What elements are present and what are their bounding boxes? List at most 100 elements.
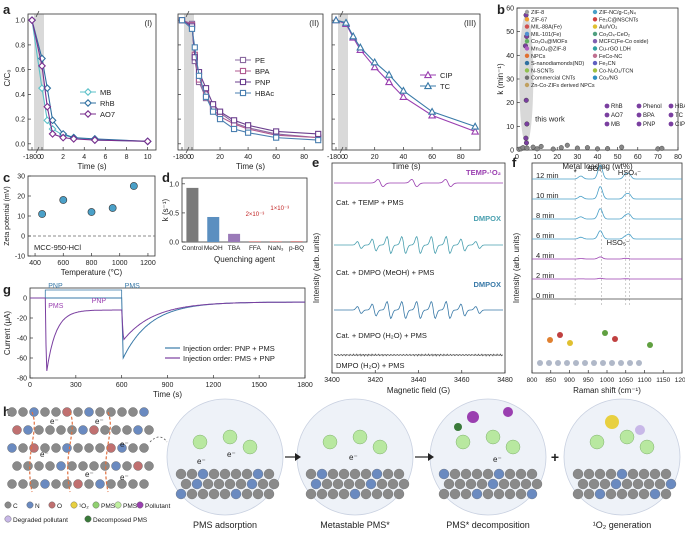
panel-e-label-dmpox-1: DMPOX (473, 214, 501, 223)
panel-e-label-cat-h2o: Cat. + DMPO (H₂O) + PMS (336, 331, 427, 340)
panel-a-data-point (244, 122, 252, 129)
panel-f-inset-atom (573, 360, 579, 366)
panel-h-surface-atom (594, 488, 606, 500)
panel-f: f 80085090095010001050110011501200Raman … (510, 155, 685, 400)
panel-d-chart: 0.0 0.5 1.0 Control MeOH TBA FFA NaN₃ p-BQ 2×10⁻³… (161, 177, 308, 264)
panel-g-label-pms-side: PMS (48, 303, 64, 310)
panel-h-atom (144, 425, 154, 435)
panel-a-xtick-label: 60 (272, 154, 280, 161)
panel-g-xtick-label: 1200 (206, 382, 222, 389)
panel-a-frame (331, 13, 481, 151)
panel-b-legend-label: Zn-Co-ZIFs derived NPCs (531, 83, 595, 89)
panel-h-surface-atom (654, 478, 666, 490)
panel-e-xtick-label: 3480 (497, 377, 513, 384)
panel-e-spectrum-blank (333, 353, 504, 357)
panel-h-electron-label: e⁻ (197, 457, 206, 466)
panel-b-legend-marker (604, 121, 610, 127)
panel-h-atom (12, 461, 22, 471)
panel-h-surface-atom (197, 488, 209, 500)
panel-h-surface-atom (241, 468, 253, 480)
panel-a-frame (27, 13, 157, 151)
panel-h-surface-atom (454, 478, 466, 490)
panel-b-data-point (619, 144, 625, 150)
panel-b-legend-label: Co₃O₄@MOFs (531, 39, 568, 45)
panel-b-xlabel: Metal loading (wt%) (562, 162, 633, 171)
panel-a-legend-label: AO7 (100, 110, 115, 119)
panel-c-ytick-label: -10 (15, 254, 25, 261)
panel-a-legend-marker (84, 88, 92, 96)
panel-a-data-point (48, 129, 57, 138)
panel-g-xtick-label: 0 (28, 382, 32, 389)
panel-a-xlabel: Time (s) (77, 162, 106, 171)
panel-a-frame (177, 13, 324, 151)
panel-h-surface-atom (305, 468, 317, 480)
panel-h-atom (122, 425, 132, 435)
panel-h-surface-atom (649, 488, 661, 500)
panel-h-atom (106, 479, 116, 489)
panel-h-surface-atom (175, 488, 187, 500)
panel-a-data-point (470, 127, 480, 135)
panel-h-electron-label: e⁻ (50, 417, 59, 426)
panel-b-legend-marker (524, 9, 530, 15)
panel-h-atom (40, 407, 50, 417)
panel-d-ytick-label: 0.5 (169, 210, 179, 217)
panel-h-surface-atom (627, 488, 639, 500)
panel-a-xtick-label: 20 (371, 154, 379, 161)
panel-h-atom (117, 407, 127, 417)
panel-a-legend-marker (423, 81, 433, 90)
panel-h-surface-atom (349, 488, 361, 500)
panel-b-xtick-label: 40 (594, 154, 602, 161)
panel-h-electron-path (29, 411, 35, 493)
panel-h-atom (51, 407, 61, 417)
panel-a-legend-marker (239, 78, 247, 86)
panel-b-ytick-label: 20 (506, 100, 514, 107)
panel-h-atom (133, 425, 143, 435)
panel-f-inset-atom (627, 360, 633, 366)
panel-h-surface-atom (599, 478, 611, 490)
panel-h-surface-atom (577, 478, 589, 490)
panel-h-surface-atom (627, 468, 639, 480)
panel-h-surface-atom (498, 478, 510, 490)
panel-h-surface-atom (471, 488, 483, 500)
panel-f-peak-label-hso4: HSO₄⁻ (618, 168, 641, 177)
panel-h-surface-atom (186, 488, 198, 500)
panel-a-xtick-label: 0 (344, 154, 348, 161)
panel-b-legend-marker (524, 24, 530, 29)
panel-c-ytick-label: 0 (21, 234, 25, 241)
panel-d-ytick-label: 0.0 (169, 240, 179, 247)
panel-f-inset-atom (582, 360, 588, 366)
panel-a-data-point (43, 102, 52, 111)
panel-b-legend-marker (592, 46, 598, 51)
panel-b-ytick-label: 50 (506, 29, 514, 36)
panel-h-surface-atom (230, 468, 242, 480)
panel-h-legend-label: Decomposed PMS (93, 517, 148, 524)
panel-a-legend-label: HBAc (255, 89, 274, 98)
panel-a-data-point (384, 70, 394, 78)
panel-b-legend-label: Mn₃O₄@ZIF-8 (531, 47, 566, 53)
panel-b-data-point (523, 140, 529, 146)
panel-d-annotation: 2×10⁻³ (246, 212, 265, 218)
panel-b-data-point (564, 142, 570, 148)
panel-h-surface-atom (482, 468, 494, 480)
panel-a-shade (34, 14, 44, 150)
panel-b-data-point (523, 135, 529, 141)
panel-b-legend-label: ZIF-8 (531, 10, 544, 16)
panel-h-atom (111, 425, 121, 435)
panel-g-ytick-label: -20 (17, 316, 27, 323)
panel-a-xtick-label: 40 (244, 154, 252, 161)
panel-b-legend-marker (592, 17, 598, 22)
panel-h-surface-atom (460, 488, 472, 500)
panel-h-step-label: ¹O₂ generation (593, 520, 652, 530)
panel-h-atom (45, 461, 55, 471)
panel-a-xtick-label: 0 (190, 154, 194, 161)
panel-a-data-point (356, 43, 365, 51)
panel-h-schematic: e⁻ e⁻ e⁻ e⁻ e⁻ e⁻ C N O ¹O₂ PMS PMS* Pollutant Degrad… (4, 398, 681, 530)
panel-h-electron-label: e⁻ (493, 455, 502, 464)
panel-h-surface-atom (349, 468, 361, 480)
panel-a-data-point (178, 17, 186, 24)
panel-label-a: a (3, 2, 11, 17)
panel-b-legend-marker (524, 31, 530, 37)
panel-b-data-point (594, 146, 600, 152)
panel-h-electron-path (67, 411, 73, 493)
panel-f-inset-atom (564, 360, 570, 366)
